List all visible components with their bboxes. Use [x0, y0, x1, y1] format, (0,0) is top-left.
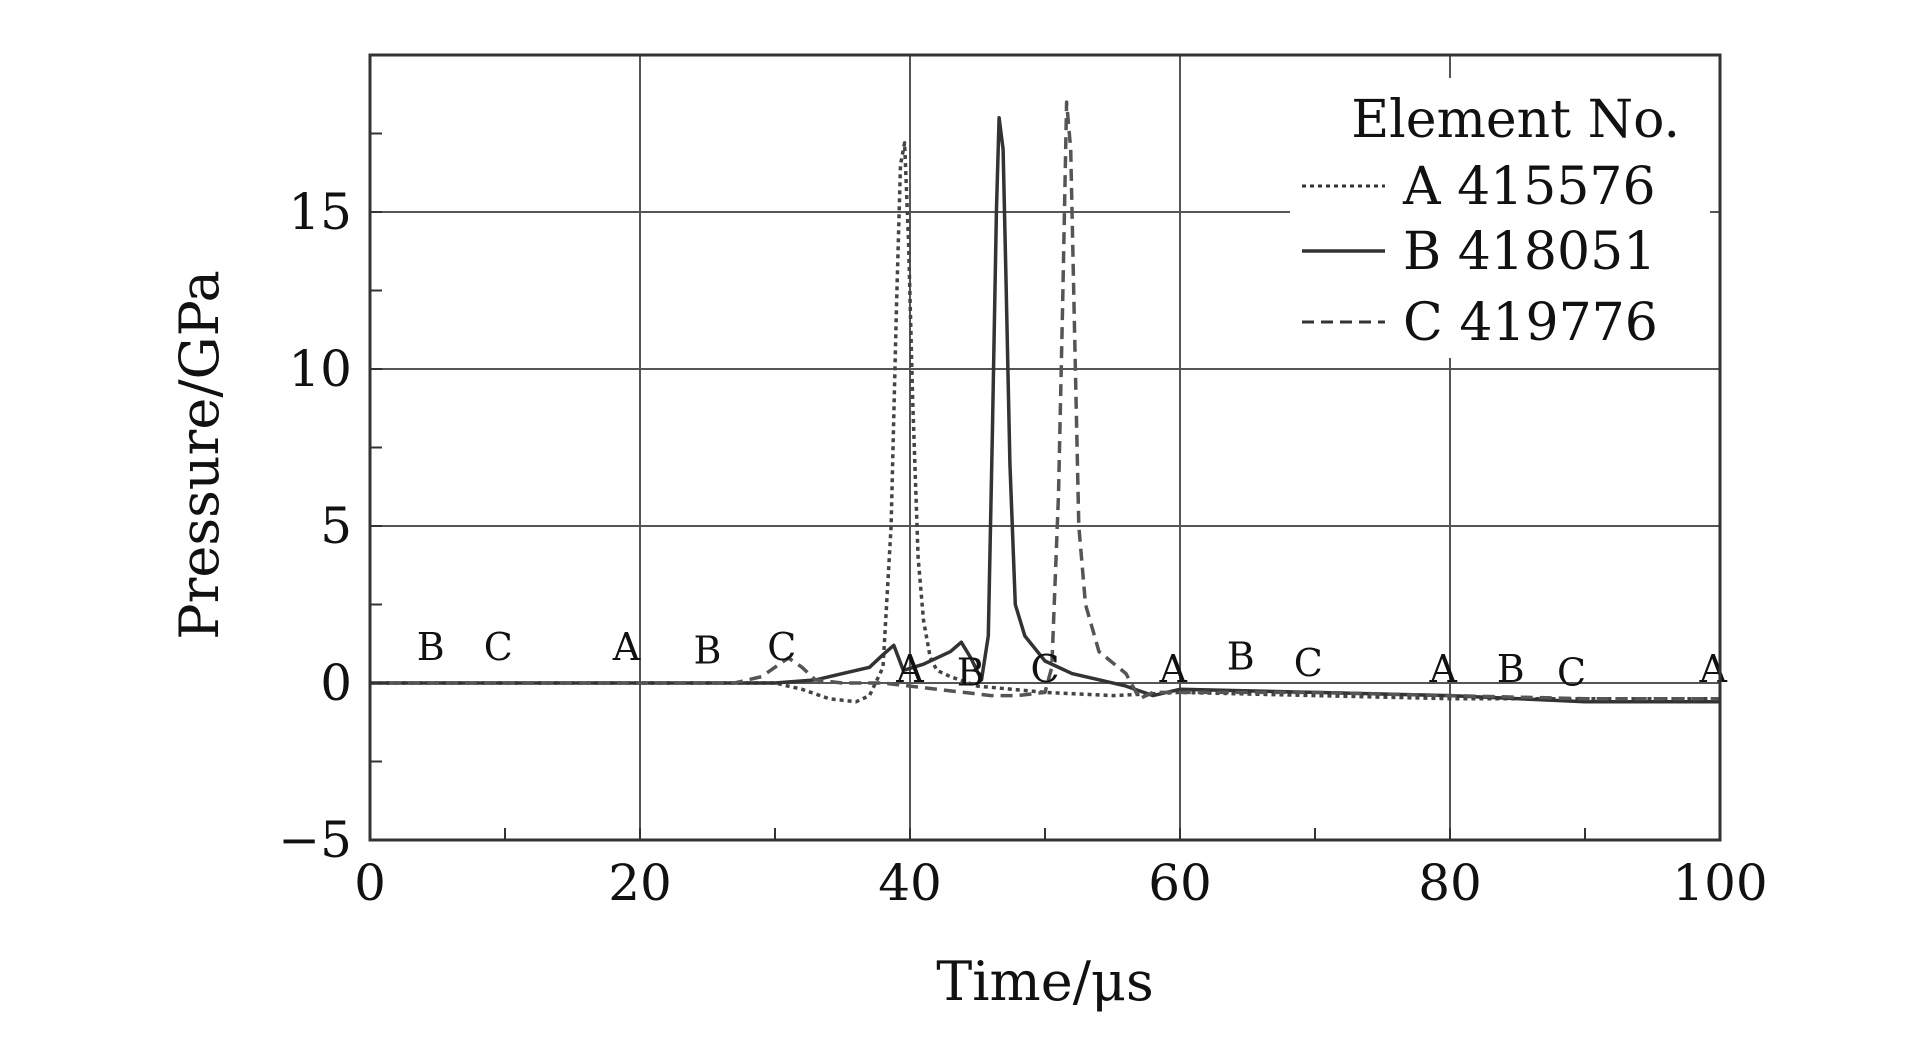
x-tick-label: 0	[354, 854, 386, 912]
curve-marker-label: A	[1429, 647, 1458, 691]
curve-marker-label: A	[1159, 647, 1188, 691]
legend-box	[1290, 78, 1710, 358]
x-tick-label: 80	[1418, 854, 1482, 912]
x-tick-label: 60	[1148, 854, 1212, 912]
x-tick-label: 100	[1672, 854, 1767, 912]
curve-marker-label: A	[612, 625, 641, 669]
legend-entry-c: C 419776	[1403, 293, 1658, 353]
y-tick-label: 0	[320, 654, 352, 712]
curve-marker-label: B	[1497, 647, 1525, 691]
curve-marker-label: B	[417, 625, 445, 669]
curve-marker-label: C	[1294, 641, 1323, 685]
y-tick-label: 5	[320, 497, 352, 555]
curve-marker-label: C	[767, 625, 796, 669]
curve-marker-label: B	[694, 628, 722, 672]
y-tick-label: 10	[288, 340, 352, 398]
curve-marker-label: C	[1030, 647, 1059, 691]
series-lines	[370, 100, 1720, 704]
x-tick-label: 20	[608, 854, 672, 912]
x-tick-label: 40	[878, 854, 942, 912]
series-line-c	[370, 100, 1720, 701]
curve-marker-label: B	[1227, 635, 1255, 679]
curve-marker-label: C	[1557, 650, 1586, 694]
y-axis-title: Pressure/GPa	[168, 270, 231, 640]
curve-marker-label: C	[484, 625, 513, 669]
curve-marker-label: B	[957, 650, 985, 694]
legend: Element No. A 415576 B 418051 C 419776	[1290, 78, 1710, 358]
legend-entry-a: A 415576	[1402, 157, 1656, 217]
series-line-b	[370, 116, 1720, 704]
y-tick-label: 15	[288, 183, 352, 241]
y-tick-label: −5	[278, 811, 352, 869]
curve-marker-label: A	[895, 647, 924, 691]
legend-entry-b: B 418051	[1403, 222, 1656, 282]
legend-title: Element No.	[1351, 90, 1680, 150]
x-axis-title: Time/μs	[936, 950, 1153, 1013]
curve-marker-label: A	[1699, 647, 1728, 691]
